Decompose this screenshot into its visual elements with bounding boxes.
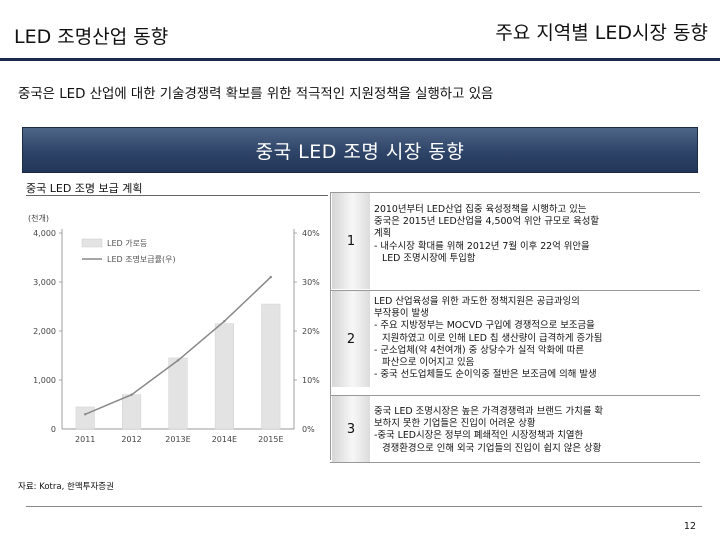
text-line: 계획 [374, 228, 392, 240]
text-line: 보하지 못한 기업들은 진입이 어려운 상황 [374, 418, 536, 430]
line-point-2012 [130, 393, 133, 396]
y-right-tick-label: 10% [302, 376, 320, 385]
line-point-2014E [223, 320, 226, 323]
text-line: 중국은 2015년 LED산업을 4,500억 위안 규모로 육성할 [374, 216, 599, 228]
legend-line-label: LED 조명보급률(우) [107, 254, 176, 264]
row-number-box: 1 [332, 193, 370, 289]
text-line: 파산으로 이어지고 있음 [382, 357, 475, 369]
content-divider [330, 192, 331, 460]
footer-divider [26, 506, 702, 507]
y-right-tick-label: 30% [302, 278, 320, 287]
chart-title-divider [26, 195, 328, 196]
x-tick-label: 2011 [75, 435, 95, 444]
text-line: - 내수시장 확대를 위해 2012년 7월 이후 22억 위안을 [374, 240, 590, 252]
row-number: 3 [346, 421, 356, 437]
y-left-tick-label: 2,000 [33, 327, 56, 336]
row-number: 2 [346, 331, 356, 347]
y-left-tick-label: 0 [51, 425, 56, 434]
line-point-2011 [84, 413, 87, 416]
bar-2015E [261, 303, 281, 430]
row-2-text: LED 산업육성을 위한 과도한 정책지원은 공급과잉의 부작용이 발생 - 주… [374, 296, 704, 381]
led-streetlight-chart: (천개) 0 1,000 2,000 3,000 4,000 0% 10% 20% 30% 40% 2… [28, 213, 320, 444]
x-tick-label: 2015E [258, 435, 283, 444]
row-divider [330, 192, 700, 193]
row-3-text: 중국 LED 조명시장은 높은 가격경쟁력과 브랜드 가치를 확 보하지 못한 … [374, 406, 704, 455]
x-tick-label: 2013E [165, 435, 190, 444]
line-point-2015E [269, 275, 272, 279]
row-number-box: 3 [332, 396, 370, 462]
chart-title: 중국 LED 조명 보급 계획 [26, 182, 143, 195]
y-right-tick-label: 0% [302, 425, 315, 434]
text-line: 부작용이 발생 [374, 308, 429, 320]
bar-2014E [214, 323, 234, 430]
text-line: - 중국 선도업체들도 순이익중 절반은 보조금에 의해 발생 [374, 369, 597, 381]
source-note: 자료: Kotra, 한맥투자증권 [18, 482, 114, 492]
row-number-box: 2 [332, 291, 370, 387]
text-line: - 주요 지방정부는 MOCVD 구입에 경쟁적으로 보조금을 [374, 320, 595, 332]
row-number: 1 [346, 233, 356, 249]
text-line: 중국 LED 조명시장은 높은 가격경쟁력과 브랜드 가치를 확 [374, 406, 603, 417]
row-1-text: 2010년부터 LED산업 집중 육성정책을 시행하고 있는 중국은 2015년… [374, 204, 704, 265]
text-line: 경쟁환경으로 인해 외국 기업들의 진입이 쉽지 않은 상황 [382, 442, 602, 454]
text-line: LED 산업육성을 위한 과도한 정책지원은 공급과잉의 [374, 296, 580, 307]
banner-label: 중국 LED 조명 시장 동향 [255, 140, 465, 163]
section-banner: 중국 LED 조명 시장 동향 [22, 127, 698, 173]
bar-2011 [75, 406, 95, 430]
bar-2012 [122, 394, 142, 430]
y-left-tick-label: 4,000 [33, 229, 56, 238]
header-divider [0, 58, 720, 61]
text-line: 지원하였고 이로 인해 LED 칩 생산량이 급격하게 증가됨 [382, 332, 603, 344]
page-title: 주요 지역별 LED시장 동향 [495, 22, 708, 44]
line-point-2013E [176, 359, 180, 362]
text-line: 2010년부터 LED산업 집중 육성정책을 시행하고 있는 [374, 204, 587, 215]
y-left-tick-label: 1,000 [33, 376, 56, 385]
page-number: 12 [683, 521, 696, 532]
row-divider [330, 462, 700, 463]
y-right-tick-label: 20% [302, 327, 320, 336]
text-line: - 군소업체(약 4천여개) 중 상당수가 실적 악화에 따른 [374, 344, 585, 356]
summary-text: 중국은 LED 산업에 대한 기술경쟁력 확보를 위한 적극적인 지원정책을 실… [18, 87, 494, 102]
legend-bar-label: LED 가로등 [107, 239, 147, 248]
bar-2013E [168, 357, 188, 430]
x-tick-label: 2014E [212, 435, 237, 444]
x-tick-label: 2012 [121, 435, 141, 444]
row-divider [330, 395, 700, 396]
y-right-tick-label: 40% [302, 229, 320, 238]
legend-bar-swatch [81, 238, 103, 248]
y-left-tick-label: 3,000 [33, 278, 56, 287]
row-divider [330, 290, 700, 291]
chart-unit-label: (천개) [28, 213, 49, 223]
text-line: LED 조명시장에 투입함 [382, 252, 476, 264]
text-line: -중국 LED시장은 정부의 폐쇄적인 시장정책과 치열한 [374, 430, 584, 442]
section-title: LED 조명산업 동향 [14, 26, 169, 48]
